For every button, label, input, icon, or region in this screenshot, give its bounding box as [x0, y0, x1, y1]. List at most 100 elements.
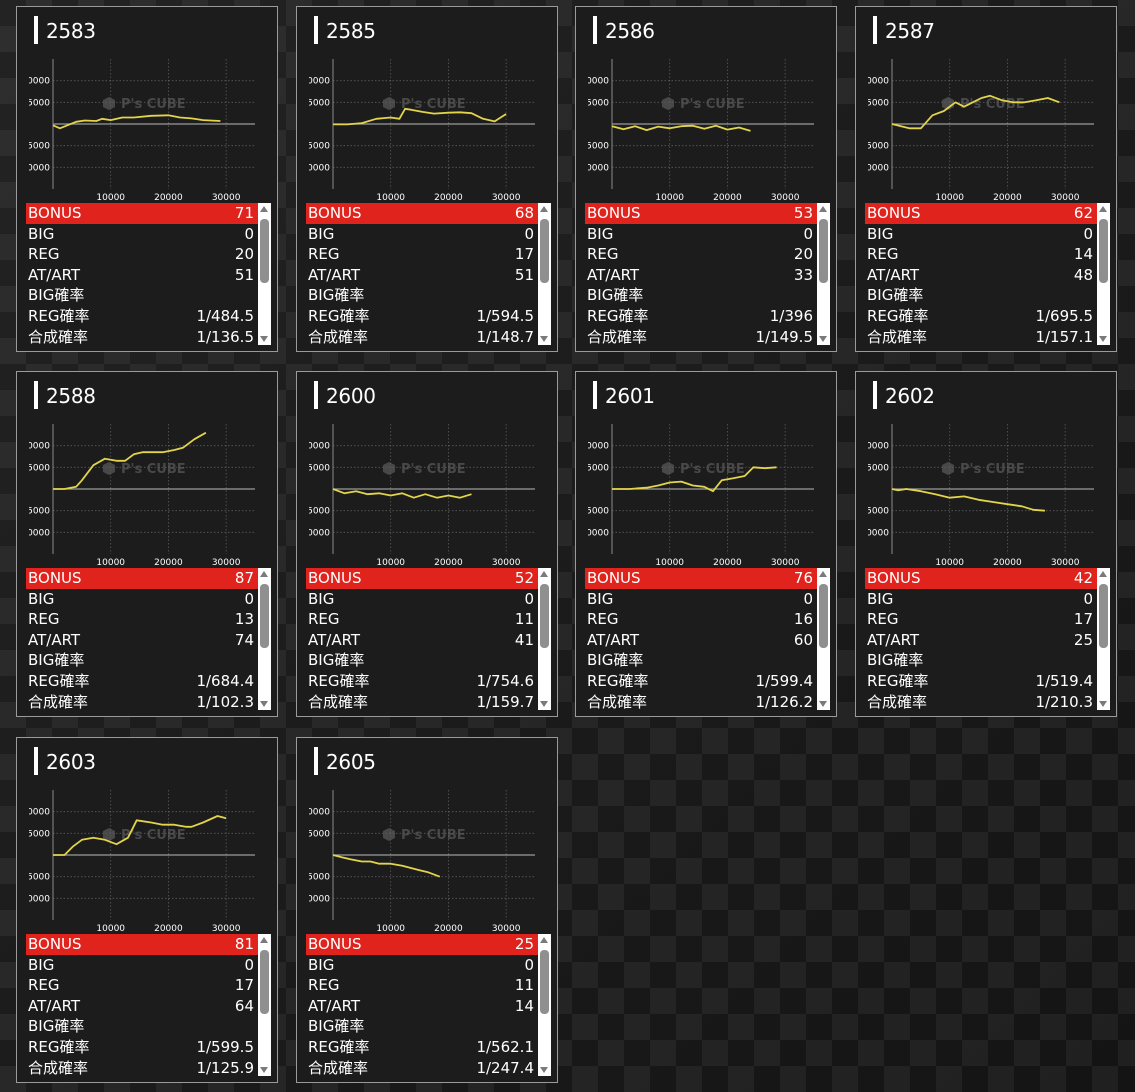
stat-row-total-rate: 合成確率 1/136.5	[26, 327, 258, 345]
scrollbar-thumb[interactable]	[260, 584, 269, 648]
stat-value-bonus: 76	[793, 569, 813, 587]
x-tick-label: 30000	[492, 558, 521, 568]
scroll-up-arrow-icon[interactable]	[260, 937, 268, 943]
stat-row-big-rate: BIG確率	[865, 285, 1097, 306]
scroll-up-arrow-icon[interactable]	[260, 206, 268, 212]
stat-label-at-art: AT/ART	[867, 630, 920, 649]
scrollbar-thumb[interactable]	[819, 219, 828, 283]
y-tick-label: 5000	[868, 463, 889, 473]
stat-row-bonus: BONUS 42	[865, 568, 1097, 589]
stat-row-big: BIG 0	[306, 955, 538, 976]
stats-scrollbar[interactable]	[1097, 203, 1110, 345]
scroll-up-arrow-icon[interactable]	[540, 571, 548, 577]
stats-scrollbar[interactable]	[258, 934, 271, 1076]
stat-row-big-rate: BIG確率	[865, 650, 1097, 671]
scroll-down-arrow-icon[interactable]	[540, 701, 548, 707]
scroll-down-arrow-icon[interactable]	[540, 1067, 548, 1073]
scroll-down-arrow-icon[interactable]	[1099, 701, 1107, 707]
scrollbar-thumb[interactable]	[540, 950, 549, 1014]
scrollbar-thumb[interactable]	[1099, 219, 1108, 283]
machine-card[interactable]: 2605 P's CUBE 10000 5000 -5000 -10000 10000 200…	[296, 737, 558, 1083]
scroll-up-arrow-icon[interactable]	[819, 206, 827, 212]
stats-scrollbar[interactable]	[258, 568, 271, 710]
stat-label-total-rate: 合成確率	[308, 1058, 369, 1076]
scrollbar-thumb[interactable]	[540, 584, 549, 648]
scrollbar-thumb[interactable]	[260, 219, 269, 283]
slump-chart: P's CUBE 10000 5000 -5000 -10000 10000 20000 30…	[29, 790, 255, 934]
scroll-up-arrow-icon[interactable]	[1099, 206, 1107, 212]
scrollbar-thumb[interactable]	[1099, 584, 1108, 648]
y-tick-label: 10000	[29, 442, 50, 452]
scroll-up-arrow-icon[interactable]	[540, 206, 548, 212]
stat-label-bonus: BONUS	[308, 935, 362, 953]
machine-card[interactable]: 2602 P's CUBE 10000 5000 -5000 -10000 10000 200…	[855, 371, 1117, 717]
stat-row-reg: REG 16	[585, 609, 817, 630]
stat-label-reg-rate: REG確率	[587, 671, 649, 690]
scroll-down-arrow-icon[interactable]	[1099, 336, 1107, 342]
scroll-down-arrow-icon[interactable]	[260, 336, 268, 342]
stat-row-reg: REG 17	[865, 609, 1097, 630]
machine-card[interactable]: 2600 P's CUBE 10000 5000 -5000 -10000 10000 200…	[296, 371, 558, 717]
y-tick-label: 5000	[868, 98, 889, 108]
stat-row-reg-rate: REG確率 1/519.4	[865, 671, 1097, 692]
x-tick-label: 20000	[154, 924, 183, 934]
slump-chart: P's CUBE 10000 5000 -5000 -10000 10000 20000 30…	[309, 424, 535, 568]
scroll-down-arrow-icon[interactable]	[260, 701, 268, 707]
stat-value-total-rate: 1/102.3	[196, 692, 254, 710]
stats-scrollbar[interactable]	[258, 203, 271, 345]
stats-scrollbar[interactable]	[538, 568, 551, 710]
y-tick-label: -10000	[309, 894, 330, 904]
machine-card[interactable]: 2585 P's CUBE 10000 5000 -5000 -10000 10000 200…	[296, 6, 558, 352]
stat-value-bonus: 25	[514, 935, 534, 953]
scroll-up-arrow-icon[interactable]	[260, 571, 268, 577]
slump-chart: P's CUBE 10000 5000 -5000 -10000 10000 20000 30…	[588, 424, 814, 568]
y-tick-label: -5000	[29, 507, 50, 517]
stat-value-total-rate: 1/159.7	[476, 692, 534, 710]
stat-row-big: BIG 0	[865, 224, 1097, 245]
scroll-down-arrow-icon[interactable]	[819, 701, 827, 707]
stat-row-reg-rate: REG確率 1/599.4	[585, 671, 817, 692]
stat-label-big-rate: BIG確率	[867, 651, 924, 670]
x-tick-label: 10000	[376, 924, 405, 934]
stat-value-reg-rate: 1/519.4	[1035, 671, 1093, 690]
scrollbar-thumb[interactable]	[260, 950, 269, 1014]
stat-label-reg-rate: REG確率	[28, 306, 90, 325]
scroll-down-arrow-icon[interactable]	[540, 336, 548, 342]
stat-row-bonus: BONUS 53	[585, 203, 817, 224]
stats-scrollbar[interactable]	[538, 934, 551, 1076]
stats-scrollbar[interactable]	[538, 203, 551, 345]
stat-row-big-rate: BIG確率	[26, 285, 258, 306]
scroll-up-arrow-icon[interactable]	[1099, 571, 1107, 577]
stat-label-bonus: BONUS	[867, 204, 921, 222]
stat-label-total-rate: 合成確率	[28, 692, 89, 710]
machine-card[interactable]: 2603 P's CUBE 10000 5000 -5000 -10000 10000 200…	[16, 737, 278, 1083]
scroll-down-arrow-icon[interactable]	[819, 336, 827, 342]
scroll-up-arrow-icon[interactable]	[819, 571, 827, 577]
stat-row-total-rate: 合成確率 1/247.4	[306, 1058, 538, 1076]
stat-label-big: BIG	[308, 955, 335, 974]
scrollbar-thumb[interactable]	[819, 584, 828, 648]
stat-label-big: BIG	[587, 589, 614, 608]
machine-card[interactable]: 2588 P's CUBE 10000 5000 -5000 -10000 10000 200…	[16, 371, 278, 717]
scroll-up-arrow-icon[interactable]	[540, 937, 548, 943]
scrollbar-thumb[interactable]	[540, 219, 549, 283]
machine-number: 2585	[314, 16, 376, 44]
x-tick-label: 10000	[96, 558, 125, 568]
slump-line	[611, 124, 751, 132]
stat-row-total-rate: 合成確率 1/159.7	[306, 692, 538, 710]
stats-scrollbar[interactable]	[1097, 568, 1110, 710]
stat-value-bonus: 42	[1073, 569, 1093, 587]
stat-value-reg-rate: 1/599.5	[196, 1037, 254, 1056]
stat-row-bonus: BONUS 25	[306, 934, 538, 955]
x-tick-label: 10000	[376, 558, 405, 568]
stat-value-reg: 17	[514, 245, 534, 264]
stats-scrollbar[interactable]	[817, 568, 830, 710]
x-tick-label: 10000	[935, 558, 964, 568]
stats-scrollbar[interactable]	[817, 203, 830, 345]
scroll-down-arrow-icon[interactable]	[260, 1067, 268, 1073]
machine-card[interactable]: 2601 P's CUBE 10000 5000 -5000 -10000 10000 200…	[575, 371, 837, 717]
stat-label-at-art: AT/ART	[308, 630, 361, 649]
